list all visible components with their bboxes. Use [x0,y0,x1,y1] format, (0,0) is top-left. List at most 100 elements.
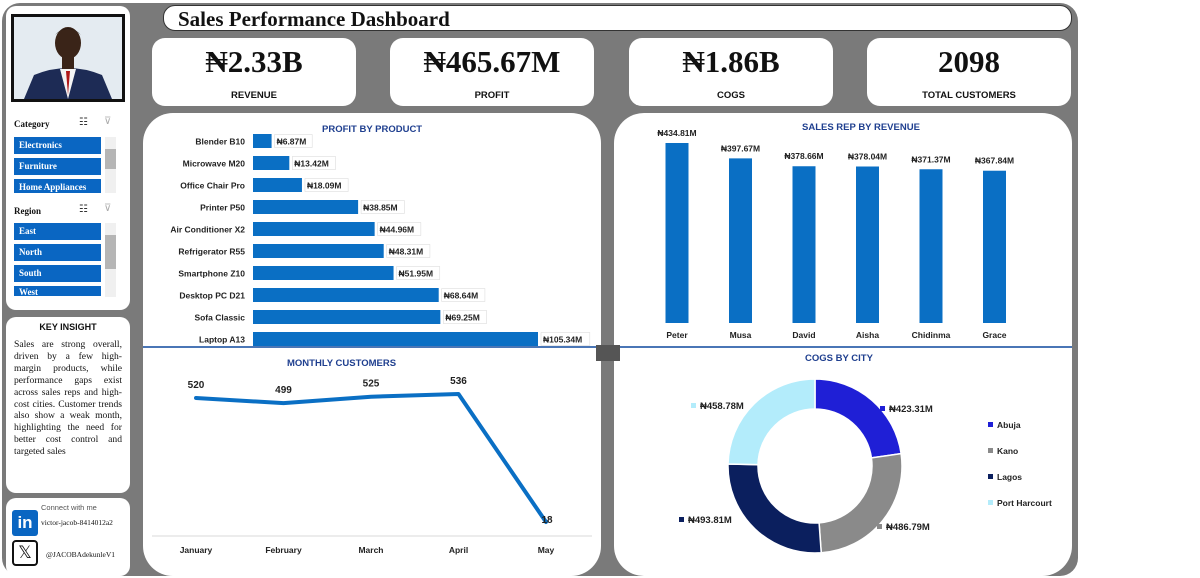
slicer-item-south[interactable]: South [14,265,101,282]
profit-data-label: ₦68.64M [444,291,479,301]
monthly-customers-title: MONTHLY CUSTOMERS [287,358,397,369]
product-category-label: Microwave M20 [183,159,246,169]
slicer-item-east[interactable]: East [14,223,101,240]
slicer-item-home-appliances[interactable]: Home Appliances [14,179,101,193]
profit-bar [253,266,394,280]
month-label: March [358,545,383,555]
profit-bar [253,310,441,324]
kpi-label: TOTAL CUSTOMERS [922,90,1016,101]
product-category-label: Printer P50 [200,203,245,213]
profit-bar [253,178,302,192]
kpi-card-profit: ₦465.67M PROFIT [390,38,594,106]
slicer-item-furniture[interactable]: Furniture [14,158,101,175]
profit-data-label-box [274,134,313,148]
profit-data-label-box [441,288,486,302]
linkedin-icon[interactable]: in [12,510,38,536]
legend-marker [988,448,993,453]
connect-panel: Connect with me in victor-jacob-8414012a… [6,498,130,576]
slicer-item-west[interactable]: West [14,286,101,296]
profit-data-label: ₦48.31M [389,247,424,257]
revenue-data-label: ₦367.84M [975,156,1014,166]
x-handle[interactable]: @JACOBAdekunleV1 [46,550,115,559]
profit-data-label: ₦13.42M [294,159,329,169]
clear-filter-icon[interactable]: ⊽ [104,203,112,214]
title-bar: Sales Performance Dashboard [163,5,1072,31]
profit-data-label: ₦18.09M [307,181,342,191]
month-label: February [265,545,302,555]
slicer-item-electronics[interactable]: Electronics [14,137,101,154]
donut-slice [727,463,823,554]
key-insight-text: Sales are strong overall, driven by a fe… [14,339,122,458]
legend-label: Lagos [997,472,1022,482]
profit-bar [253,156,290,170]
multi-select-icon[interactable]: ☷ [79,117,88,128]
kpi-card-revenue: ₦2.33B REVENUE [152,38,356,106]
sales-rep-label: Aisha [856,330,879,340]
profit-data-label: ₦44.96M [380,225,415,235]
kpi-card-total-customers: 2098 TOTAL CUSTOMERS [867,38,1071,106]
sales-rep-label: Musa [730,330,752,340]
region-slicer-header: Region [14,206,41,216]
donut-label-marker [691,403,696,408]
revenue-bar [729,158,752,323]
multi-select-icon[interactable]: ☷ [79,204,88,215]
profit-data-label-box [377,222,422,236]
x-icon[interactable]: 𝕏 [12,540,38,566]
product-category-label: Sofa Classic [194,313,245,323]
revenue-bar [856,166,879,323]
revenue-data-label: ₦397.67M [721,143,760,153]
profit-data-label: ₦51.95M [399,269,434,279]
profit-data-label-box [386,244,431,258]
connect-title: Connect with me [41,503,97,512]
center-handle [596,345,620,361]
legend-label: Port Harcourt [997,498,1052,508]
kpi-value: ₦1.86B [682,44,780,79]
region-scrollbar-thumb[interactable] [105,235,116,269]
product-category-label: Air Conditioner X2 [170,225,245,235]
product-category-label: Office Chair Pro [180,181,245,191]
key-insight-panel: KEY INSIGHT Sales are strong overall, dr… [6,317,130,493]
profit-by-product-title: PROFIT BY PRODUCT [322,124,423,135]
profit-data-label-box [304,178,349,192]
month-label: January [180,545,213,555]
kpi-card-cogs: ₦1.86B COGS [629,38,833,106]
page-title: Sales Performance Dashboard [178,7,450,31]
profit-bar [253,244,384,258]
product-category-label: Refrigerator R55 [178,247,245,257]
sales-rep-label: David [792,330,815,340]
revenue-bar [792,166,816,323]
kpi-value: ₦2.33B [205,44,303,79]
kpi-label: PROFIT [474,90,510,101]
profile-photo [11,14,125,102]
customers-line [194,392,548,524]
revenue-data-label: ₦371.37M [911,154,950,164]
cogs-by-city-title: COGS BY CITY [805,353,873,364]
slicer-item-north[interactable]: North [14,244,101,261]
product-category-label: Desktop PC D21 [179,291,245,301]
product-category-label: Blender B10 [195,137,245,147]
donut-data-label: ₦458.78M [700,401,744,412]
category-scrollbar-thumb[interactable] [105,149,116,169]
clear-filter-icon[interactable]: ⊽ [104,116,112,127]
sales-rep-label: Peter [666,330,688,340]
profit-data-label: ₦6.87M [277,137,307,147]
revenue-bar [983,170,1006,323]
sales-rep-label: Chidinma [912,330,951,340]
profit-bar [253,332,538,346]
key-insight-title: KEY INSIGHT [39,322,97,332]
revenue-data-label: ₦378.04M [848,152,887,162]
donut-label-marker [679,517,684,522]
kpi-value: ₦465.67M [423,44,561,79]
customers-data-label: 525 [363,379,380,390]
donut-slice [814,378,902,459]
linkedin-handle[interactable]: victor-jacob-8414012a2 [41,518,113,527]
revenue-bar [665,143,689,323]
profit-data-label-box [540,332,591,346]
customers-data-label: 18 [541,515,553,526]
revenue-data-label: ₦434.81M [657,128,696,138]
legend-marker [988,500,993,505]
sales-rep-label: Grace [982,330,1006,340]
donut-data-label: ₦423.31M [889,404,933,415]
sales-rep-title: SALES REP BY REVENUE [802,122,920,133]
